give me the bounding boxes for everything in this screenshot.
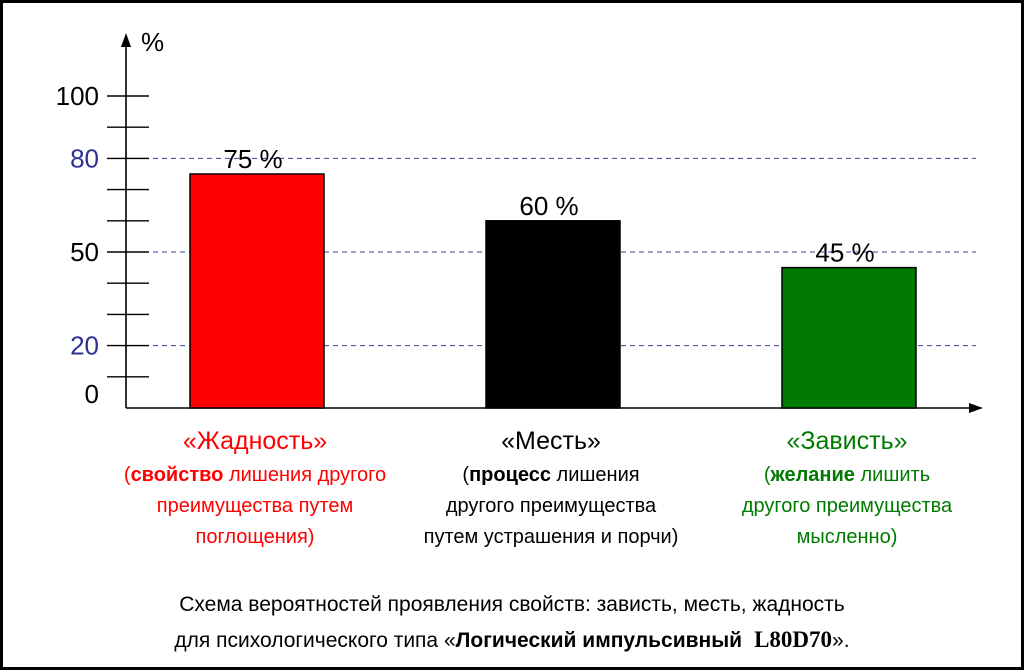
category-text: другого преимущества [446, 495, 657, 517]
category-description-line: преимущества путем [157, 495, 353, 517]
category-keyword: свойство [131, 464, 224, 486]
category-title: «Месть» [501, 427, 601, 455]
category-text: мысленно) [797, 526, 898, 548]
tick-label: 20 [70, 331, 99, 361]
category-description-line: мысленно) [797, 526, 898, 548]
category-text: лишения [551, 464, 640, 486]
category-text: ( [764, 464, 771, 486]
x-axis-arrow [969, 403, 983, 413]
caption-line-2-suffix: ». [832, 629, 850, 652]
category-description-line: (процесс лишения [462, 464, 639, 486]
category-description-line: другого преимущества [446, 495, 657, 517]
category-description-line: путем устрашения и порчи) [424, 526, 679, 548]
category-text: ( [124, 464, 131, 486]
category-description-line: поглощения) [196, 526, 315, 548]
caption-type-code: L80D70 [754, 627, 832, 652]
category-text: ( [462, 464, 469, 486]
category-text: путем устрашения и порчи) [424, 526, 679, 548]
category-description-line: (свойство лишения другого [124, 464, 386, 486]
tick-label: 0 [85, 379, 99, 409]
category-text: преимущества путем [157, 495, 353, 517]
caption-line-2: для психологического типа «Логический им… [174, 627, 849, 652]
category-title: «Зависть» [786, 427, 907, 455]
y-axis-label: % [141, 27, 164, 57]
category-keyword: желание [770, 464, 855, 486]
category-description-line: другого преимущества [742, 495, 953, 517]
category-text: лишить [855, 464, 930, 486]
category-title: «Жадность» [183, 427, 327, 455]
bar [485, 220, 621, 409]
bar [189, 173, 325, 409]
category-text: поглощения) [196, 526, 315, 548]
category-description-line: (желание лишить [764, 464, 930, 486]
category-text: лишения другого [223, 464, 386, 486]
bar-value-label: 60 % [519, 191, 578, 221]
category-keyword: процесс [469, 464, 551, 486]
category-text: другого преимущества [742, 495, 953, 517]
tick-label: 80 [70, 143, 99, 173]
y-axis-arrow [121, 33, 131, 47]
caption-line-1: Схема вероятностей проявления свойств: з… [179, 593, 845, 616]
bar-value-label: 75 % [223, 144, 282, 174]
caption-line-2-prefix: для психологического типа « [174, 629, 455, 652]
bar [781, 266, 917, 409]
caption-type-name: Логический импульсивный [456, 629, 742, 652]
tick-label: 100 [56, 81, 99, 111]
bar-value-label: 45 % [815, 238, 874, 268]
tick-label: 50 [70, 237, 99, 267]
